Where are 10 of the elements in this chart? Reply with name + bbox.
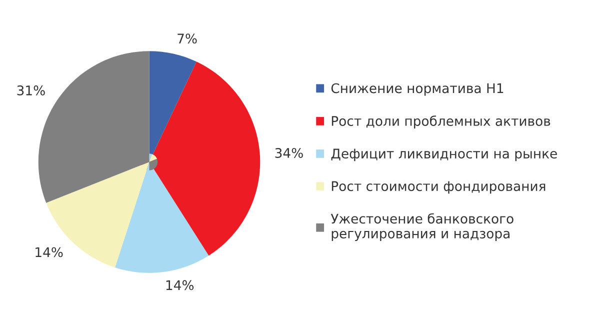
legend-label: Рост стоимости фондирования [332, 181, 546, 194]
legend-label: Рост доли проблемных активов [332, 116, 550, 129]
data-label: 14% [166, 280, 194, 290]
data-label: 34% [275, 148, 303, 158]
legend-label: Ужесточение банковского регулирования и надзора [330, 213, 514, 242]
data-label: 31% [17, 85, 45, 96]
data-label: 7% [178, 34, 197, 44]
data-label: 14% [36, 247, 63, 258]
legend-label: Снижение норматива Н1 [331, 83, 504, 96]
legend-label: Дефицит ликвидности на рынке [331, 148, 557, 162]
